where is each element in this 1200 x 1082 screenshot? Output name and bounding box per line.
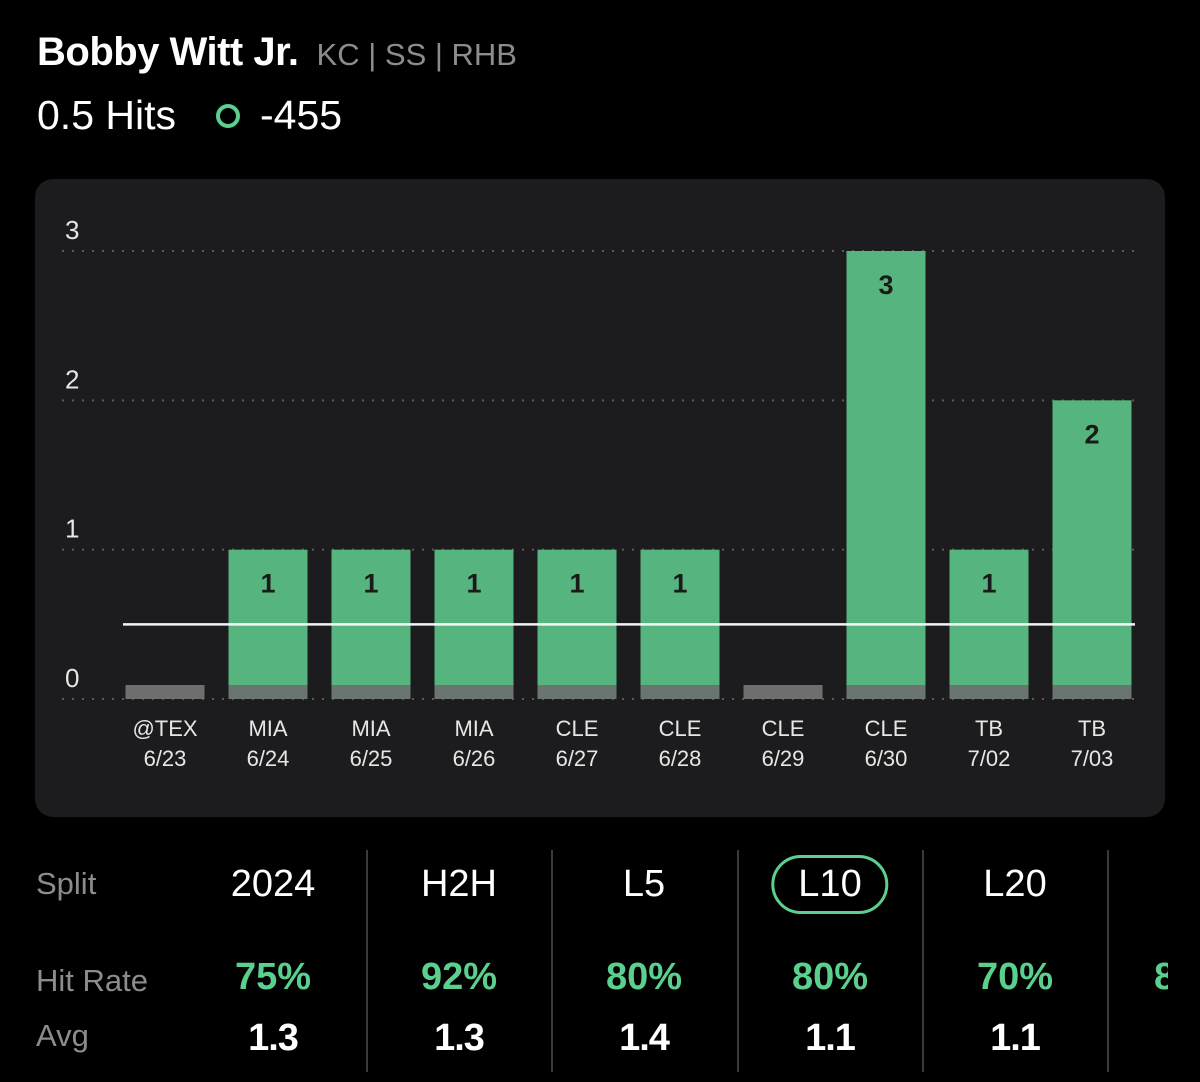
bar-value-label: 2 xyxy=(1084,419,1099,449)
column-divider xyxy=(366,850,368,1072)
hits-bar-chart: 0 1 2 3 @TEX 6/23 1 MIA 6/24 1 MIA 6/25 1 MIA 6/26 1 CLE… xyxy=(35,179,1165,817)
avg-value: 1.4 xyxy=(619,1017,670,1059)
x-category-label: MIA xyxy=(454,716,493,741)
x-category-label: CLE xyxy=(762,716,805,741)
split-column-l5[interactable]: L5 80% 1.4 xyxy=(551,850,737,1082)
prop-line-row[interactable]: 0.5 Hits -455 xyxy=(37,92,342,139)
bar-value-label: 1 xyxy=(672,569,687,599)
column-divider xyxy=(922,850,924,1072)
avg-row-label: Avg xyxy=(36,1018,89,1053)
x-category-label: CLE xyxy=(556,716,599,741)
x-date-label: 7/03 xyxy=(1071,746,1114,771)
bar-value-label: 1 xyxy=(260,569,275,599)
avg-value: 1.1 xyxy=(805,1017,856,1059)
over-circle-icon xyxy=(216,103,240,128)
split-tab-l10-selected[interactable]: L10 xyxy=(771,855,889,914)
split-tab-l5[interactable]: L5 xyxy=(622,863,666,905)
hit-rate-value: 75% xyxy=(234,956,312,998)
x-category-label: CLE xyxy=(659,716,702,741)
player-name-row: Bobby Witt Jr. KC | SS | RHB xyxy=(37,30,517,75)
bar-value-label: 3 xyxy=(878,270,893,300)
bar xyxy=(1052,400,1132,699)
x-date-label: 6/30 xyxy=(865,746,908,771)
x-category-label: MIA xyxy=(248,716,287,741)
hit-rate-value: 92% xyxy=(420,956,498,998)
x-category-label: TB xyxy=(1078,716,1106,741)
x-category-label: @TEX xyxy=(132,716,197,741)
x-date-label: 6/26 xyxy=(453,746,496,771)
column-divider xyxy=(551,850,553,1072)
player-meta: KC | SS | RHB xyxy=(316,37,517,72)
bar xyxy=(846,251,926,699)
split-tab-h2h[interactable]: H2H xyxy=(420,863,498,905)
bar-base xyxy=(949,685,1029,699)
avg-value: 1.3 xyxy=(248,1017,299,1059)
hit-rate-value: 80% xyxy=(605,956,683,998)
bar-base xyxy=(331,685,411,699)
y-tick-label: 1 xyxy=(65,514,79,544)
player-name: Bobby Witt Jr. xyxy=(37,30,299,74)
hit-rate-row-label: Hit Rate xyxy=(36,963,148,998)
y-tick-label: 3 xyxy=(65,215,79,245)
x-date-label: 6/29 xyxy=(762,746,805,771)
split-row-label: Split xyxy=(36,866,97,901)
split-tab-l20[interactable]: L20 xyxy=(983,863,1047,905)
x-category-label: CLE xyxy=(865,716,908,741)
bar-base xyxy=(228,685,308,699)
zero-bar xyxy=(125,685,205,699)
bar-value-label: 1 xyxy=(363,569,378,599)
x-date-label: 6/27 xyxy=(556,746,599,771)
split-column-l20[interactable]: L20 70% 1.1 xyxy=(922,850,1108,1082)
chart-svg: 0 1 2 3 @TEX 6/23 1 MIA 6/24 1 MIA 6/25 1 MIA 6/26 1 CLE… xyxy=(62,215,1135,771)
bar-value-label: 1 xyxy=(466,569,481,599)
split-column-l10[interactable]: L10 80% 1.1 xyxy=(737,850,923,1082)
clipped-hit-rate-value: 8 xyxy=(1154,956,1168,998)
player-header: Bobby Witt Jr. KC | SS | RHB xyxy=(37,30,517,75)
column-divider xyxy=(1107,850,1109,1072)
split-column-h2h[interactable]: H2H 92% 1.3 xyxy=(366,850,552,1082)
avg-value: 1.3 xyxy=(434,1017,485,1059)
bar-base xyxy=(846,685,926,699)
bar-value-label: 1 xyxy=(981,569,996,599)
x-date-label: 7/02 xyxy=(968,746,1011,771)
prop-line-label: 0.5 Hits xyxy=(37,92,176,138)
bar-base xyxy=(640,685,720,699)
x-date-label: 6/24 xyxy=(247,746,290,771)
x-date-label: 6/23 xyxy=(144,746,187,771)
bar-base xyxy=(434,685,514,699)
split-column-2024[interactable]: 2024 75% 1.3 xyxy=(180,850,366,1082)
column-divider xyxy=(737,850,739,1072)
hit-rate-value: 80% xyxy=(791,956,869,998)
split-tab-2024[interactable]: 2024 xyxy=(230,863,316,905)
splits-table: Split Hit Rate Avg 2024 75% 1.3 H2H 92% … xyxy=(0,850,1200,1082)
x-category-label: MIA xyxy=(351,716,390,741)
hit-rate-value: 70% xyxy=(976,956,1054,998)
bar-base xyxy=(1052,685,1132,699)
bar-base xyxy=(537,685,617,699)
bar-value-label: 1 xyxy=(569,569,584,599)
avg-value: 1.1 xyxy=(990,1017,1041,1059)
x-date-label: 6/25 xyxy=(350,746,393,771)
y-tick-label: 0 xyxy=(65,663,79,693)
y-tick-label: 2 xyxy=(65,364,79,394)
x-category-label: TB xyxy=(975,716,1003,741)
prop-odds: -455 xyxy=(260,92,343,138)
x-date-label: 6/28 xyxy=(659,746,702,771)
zero-bar xyxy=(743,685,823,699)
